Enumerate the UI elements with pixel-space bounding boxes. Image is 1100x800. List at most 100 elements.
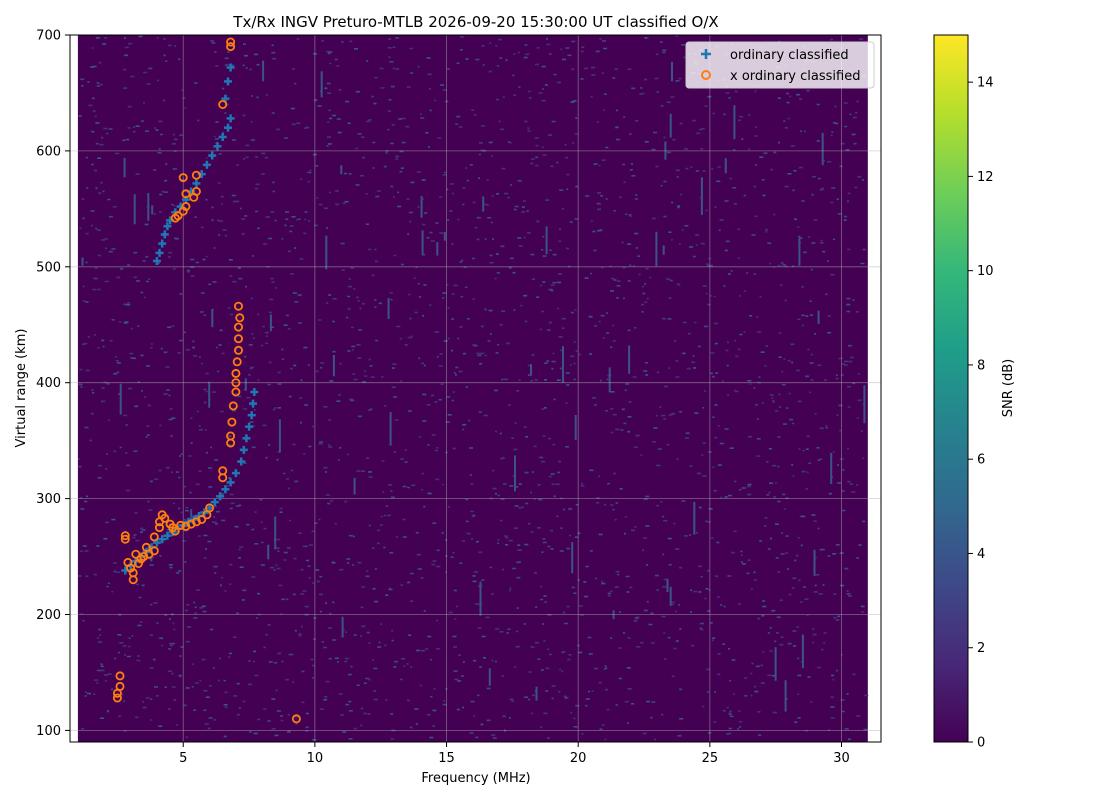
colorbar-bar xyxy=(933,34,969,743)
ordinary-point xyxy=(245,422,254,431)
x-ordinary-point xyxy=(115,681,125,691)
ordinary-point xyxy=(239,445,248,454)
x-ordinary-point xyxy=(181,521,191,531)
x-ordinary-point xyxy=(233,334,243,344)
colorbar-tick-label: 14 xyxy=(977,76,994,91)
x-axis-label: Frequency (MHz) xyxy=(421,771,530,786)
y-axis-label: Virtual range (km) xyxy=(14,329,29,448)
x-ordinary-point xyxy=(197,515,207,525)
ordinary-point xyxy=(163,222,172,231)
plot-frame xyxy=(69,34,882,743)
x-ordinary-point xyxy=(191,170,201,180)
y-tick-label: 400 xyxy=(36,376,61,391)
grid xyxy=(70,35,881,742)
y-tick-label: 600 xyxy=(36,144,61,159)
x-ordinary-point xyxy=(176,520,186,530)
legend-ordinary-label: ordinary classified xyxy=(730,48,849,63)
scatter-series xyxy=(112,37,301,724)
x-ordinary-point xyxy=(181,189,191,199)
x-ordinary-point xyxy=(120,534,130,544)
x-ordinary-point xyxy=(218,100,228,110)
colorbar-tick-label: 10 xyxy=(977,264,994,279)
x-ordinary-point xyxy=(231,378,241,388)
x-ordinary-point xyxy=(131,549,141,559)
x-ordinary-point xyxy=(128,575,138,585)
x-ordinary-point xyxy=(154,523,164,533)
ordinary-point xyxy=(158,535,167,544)
x-ordinary-point xyxy=(173,211,183,221)
colorbar-tick-label: 8 xyxy=(977,358,985,373)
x-ordinary-point xyxy=(191,186,201,196)
y-tick-label: 500 xyxy=(36,260,61,275)
x-ordinary-point xyxy=(233,301,243,311)
ordinary-point xyxy=(210,498,219,507)
ordinary-point xyxy=(224,123,232,132)
x-ordinary-point xyxy=(233,322,243,332)
x-ordinary-point xyxy=(178,173,188,183)
chart-title: Tx/Rx INGV Preturo-MTLB 2026-09-20 15:30… xyxy=(232,13,718,31)
x-ordinary-point xyxy=(160,513,170,523)
colorbar-tick-label: 0 xyxy=(977,736,985,751)
ordinary-point xyxy=(208,151,217,160)
x-tick-label: 25 xyxy=(702,751,719,766)
ordinary-point xyxy=(237,457,246,466)
ordinary-point xyxy=(221,485,230,494)
x-ordinary-point xyxy=(228,401,238,411)
ordinary-point xyxy=(202,160,211,169)
colorbar: 0 2 4 6 8 10 12 14 SNR (dB) xyxy=(933,34,1016,751)
x-ordinary-point xyxy=(149,532,159,542)
x-ordinary-point xyxy=(181,201,191,211)
legend-ordinary-marker xyxy=(701,49,711,59)
ordinary-point xyxy=(160,230,169,239)
legend-x-ordinary-marker xyxy=(701,70,711,80)
ordinary-point xyxy=(216,492,225,501)
x-tick-label: 30 xyxy=(833,751,850,766)
y-axis: 100 200 300 400 500 600 700 xyxy=(36,29,70,739)
ordinary-point xyxy=(163,531,172,540)
ordinary-point xyxy=(213,142,222,151)
x-ordinary-point xyxy=(205,503,215,513)
legend-x-ordinary-label: x ordinary classified xyxy=(730,69,860,84)
x-ordinary-point xyxy=(226,42,236,52)
series-x-ordinary xyxy=(112,37,301,724)
x-ordinary-point xyxy=(231,368,241,378)
colorbar-label: SNR (dB) xyxy=(1001,359,1016,417)
ordinary-point xyxy=(152,257,161,265)
ordinary-point xyxy=(226,63,235,72)
legend: ordinary classified x ordinary classifie… xyxy=(685,41,875,89)
ordinary-point xyxy=(231,469,240,478)
colorbar-tick-label: 2 xyxy=(977,641,985,656)
y-tick-label: 300 xyxy=(36,492,61,507)
ordinary-point xyxy=(250,388,259,396)
x-ordinary-point xyxy=(233,345,243,355)
x-ordinary-point xyxy=(235,313,245,323)
ordinary-point xyxy=(247,411,256,420)
plot-content xyxy=(70,35,881,742)
ordinary-point xyxy=(155,248,164,257)
x-ordinary-point xyxy=(226,37,236,47)
x-ordinary-point xyxy=(227,417,237,427)
colorbar-tick-label: 6 xyxy=(977,453,985,468)
ordinary-point xyxy=(242,434,251,443)
legend-box xyxy=(685,41,875,89)
y-tick-label: 100 xyxy=(36,724,61,739)
x-ordinary-point xyxy=(115,671,125,681)
x-tick-label: 5 xyxy=(179,751,187,766)
colorbar-ticks: 0 2 4 6 8 10 12 14 xyxy=(968,76,994,751)
x-ordinary-point xyxy=(120,531,130,541)
ordinary-point xyxy=(218,133,227,141)
colorbar-tick-label: 4 xyxy=(977,547,985,562)
x-ordinary-point xyxy=(226,431,236,441)
colorbar-tick-label: 12 xyxy=(977,170,994,185)
x-tick-label: 20 xyxy=(570,751,587,766)
x-ordinary-point xyxy=(232,357,242,367)
ordinary-point xyxy=(226,478,235,487)
x-tick-label: 10 xyxy=(307,751,324,766)
ordinary-point xyxy=(226,114,235,123)
y-tick-label: 700 xyxy=(36,29,61,44)
ordinary-point xyxy=(192,179,201,188)
x-ordinary-point xyxy=(112,693,122,703)
snr-heatmap-noise xyxy=(78,35,869,741)
x-ordinary-point xyxy=(291,714,301,724)
